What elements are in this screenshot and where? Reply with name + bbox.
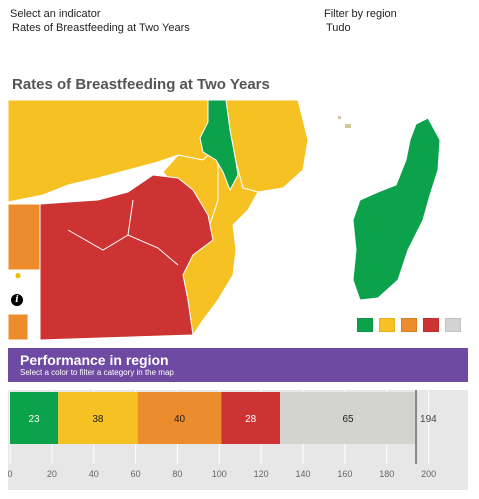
legend-swatch-grey[interactable] — [445, 318, 461, 332]
region-red-divider-2 — [127, 199, 134, 236]
lightbulb-pin-icon[interactable]: ● — [14, 268, 22, 282]
indicator-filter: Select an indicator Rates of Breastfeedi… — [10, 8, 190, 35]
region-select[interactable]: Tudo — [326, 22, 351, 34]
region-orange-southwest[interactable] — [8, 313, 29, 340]
bar-segment-yellow[interactable] — [58, 392, 138, 444]
bar-chart-svg: 0 20 40 60 80 100 120 140 160 180 200 23 38 40 28 65 194 — [8, 390, 437, 479]
region-red-central[interactable] — [39, 174, 214, 340]
indicator-select[interactable]: Rates of Breastfeeding at Two Years — [12, 22, 190, 34]
legend-swatch-orange[interactable] — [401, 318, 417, 332]
x-tick-label: 60 — [131, 469, 141, 479]
bar-value-label: 65 — [342, 414, 354, 425]
info-icon[interactable]: i — [11, 294, 23, 306]
bar-segment-green[interactable] — [10, 392, 59, 444]
bar-value-label: 40 — [174, 414, 186, 425]
legend-swatch-green[interactable] — [357, 318, 373, 332]
x-tick-label: 180 — [379, 469, 394, 479]
region-filter: Filter by region Tudo — [324, 8, 397, 35]
x-tick-label: 160 — [337, 469, 352, 479]
bar-segment-red[interactable] — [221, 392, 280, 444]
total-label: 194 — [420, 414, 437, 425]
region-label: Filter by region — [324, 8, 397, 20]
x-tick-label: 20 — [47, 469, 57, 479]
x-tick-label: 140 — [296, 469, 311, 479]
performance-bar-chart: 0 20 40 60 80 100 120 140 160 180 200 23 38 40 28 65 194 — [8, 390, 468, 490]
bar-value-label: 23 — [29, 414, 41, 425]
bar-value-label: 38 — [92, 414, 104, 425]
x-tick-label: 80 — [172, 469, 182, 479]
region-green-madagascar[interactable] — [352, 117, 441, 301]
region-islands-2 — [338, 116, 341, 119]
region-orange-west[interactable] — [8, 203, 41, 271]
performance-banner: Performance in region Select a color to … — [8, 348, 468, 382]
x-tick-label: 200 — [421, 469, 436, 479]
x-tick-label: 0 — [8, 469, 13, 479]
performance-title: Performance in region — [20, 352, 169, 368]
bar-segment-orange[interactable] — [137, 392, 222, 444]
bar-segment-grey[interactable] — [280, 392, 417, 444]
region-green-malawi[interactable] — [199, 100, 239, 192]
x-tick-label: 40 — [89, 469, 99, 479]
choropleth-map — [8, 100, 474, 340]
x-tick-label: 120 — [254, 469, 269, 479]
region-islands — [345, 124, 351, 128]
map-svg — [8, 100, 441, 340]
bar-value-label: 28 — [245, 414, 257, 425]
map-title: Rates of Breastfeeding at Two Years — [12, 76, 270, 93]
legend-swatch-red[interactable] — [423, 318, 439, 332]
indicator-label: Select an indicator — [10, 8, 101, 20]
x-tick-label: 100 — [212, 469, 227, 479]
filter-bar: Select an indicator Rates of Breastfeedi… — [10, 8, 469, 36]
performance-subtitle: Select a color to filter a category in t… — [20, 368, 174, 377]
legend-swatch-yellow[interactable] — [379, 318, 395, 332]
